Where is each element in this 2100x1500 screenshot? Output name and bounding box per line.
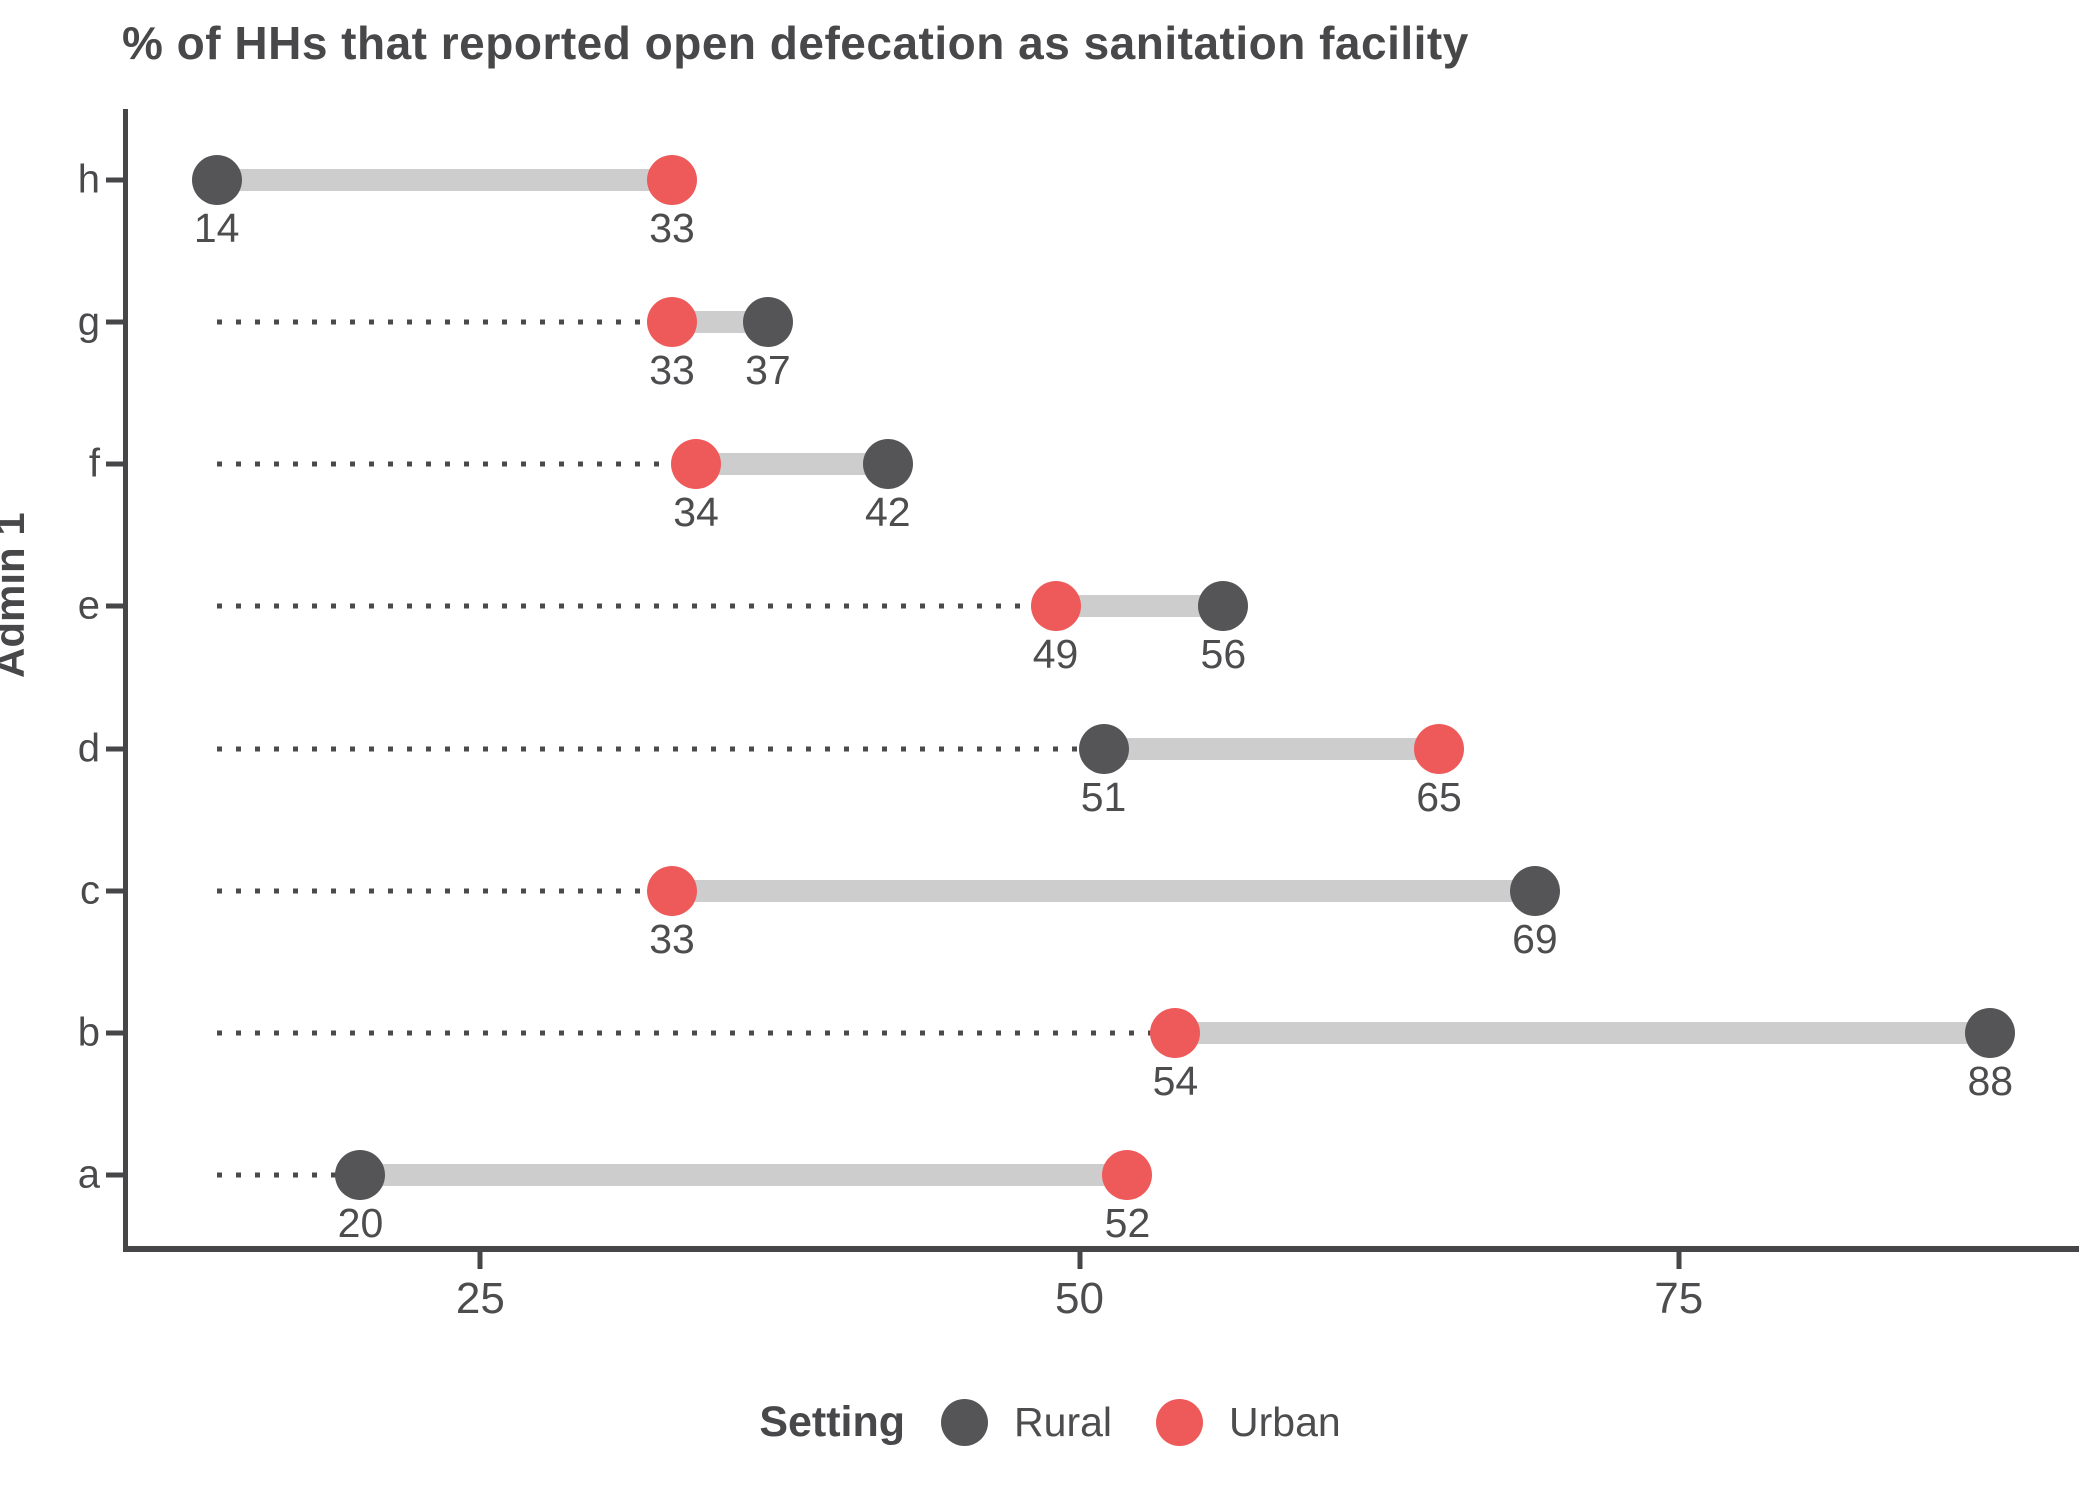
urban-value-label: 33 [649,205,695,252]
urban-value-label: 34 [673,489,719,536]
urban-value-label: 52 [1104,1199,1151,1246]
y-category-label-e: e [77,583,100,628]
row-b: 88 54 [128,962,2079,1104]
urban-point [647,155,698,206]
rural-value-label: 51 [1080,773,1127,820]
legend-title: Setting [759,1398,906,1446]
y-tick-mark [106,461,123,467]
urban-value-label: 65 [1416,773,1462,820]
rural-point [191,155,242,206]
x-tick-mark [1676,1252,1682,1269]
x-tick-label: 25 [455,1274,505,1323]
row-h: 14 33 [128,109,2079,251]
row-d: 51 65 [128,678,2079,820]
connector-bar [696,453,888,476]
row-a: 20 52 [128,1104,2079,1246]
urban-point [647,865,698,916]
rural-value-label: 37 [745,347,791,394]
rural-legend-dot [941,1399,989,1446]
y-tick-mark [106,177,123,183]
connector-bar [360,1163,1128,1186]
leader-line [216,461,697,467]
y-category-label-b: b [77,1010,100,1055]
y-tick-mark [106,746,123,752]
urban-point [1102,1149,1153,1200]
leader-line [216,319,673,325]
y-tick-mark [106,319,123,325]
row-c: 69 33 [128,820,2079,962]
rural-point [335,1149,386,1200]
rural-value-label: 69 [1512,915,1558,962]
connector-bar [1055,595,1224,618]
rural-value-label: 88 [1967,1057,2014,1104]
rural-point [1965,1007,2016,1058]
connector-bar [1175,1021,1991,1044]
leader-line [216,746,1104,752]
urban-point [1150,1007,1201,1058]
y-tick-mark [106,1030,123,1036]
rural-point [742,297,793,348]
rural-point [862,439,913,490]
legend-items: Rural Urban [941,1399,1341,1446]
x-tick-label: 50 [1055,1274,1105,1323]
rural-value-label: 20 [337,1199,384,1246]
rural-point [1198,581,1249,632]
chart-title: % of HHs that reported open defecation a… [122,17,1469,69]
y-tick-mark [106,888,123,894]
y-category-label-c: c [80,868,100,913]
legend-item-rural: Rural [941,1399,1112,1446]
urban-value-label: 49 [1032,631,1079,678]
legend-label: Urban [1229,1399,1341,1445]
y-category-label-g: g [77,299,100,344]
urban-value-label: 54 [1152,1057,1199,1104]
row-e: 56 49 [128,535,2079,677]
leader-line [216,1030,1176,1036]
legend-item-urban: Urban [1156,1399,1341,1446]
urban-point [671,439,722,490]
y-category-label-h: h [77,157,100,202]
connector-bar [216,169,673,192]
rural-value-label: 42 [864,489,911,536]
x-tick-mark [477,1252,483,1269]
urban-point [1414,723,1465,774]
urban-point [1030,581,1081,632]
y-tick-mark [106,603,123,609]
y-tick-mark [106,1172,123,1178]
leader-line [216,1172,361,1178]
legend-label: Rural [1014,1399,1113,1445]
y-category-label-f: f [88,441,100,486]
rural-value-label: 14 [193,205,240,252]
x-tick-label: 75 [1654,1274,1704,1323]
urban-value-label: 33 [649,915,695,962]
row-g: 37 33 [128,251,2079,393]
urban-legend-dot [1156,1399,1204,1446]
row-f: 42 34 [128,393,2079,535]
y-category-label-a: a [77,1152,100,1197]
y-category-label-d: d [77,726,100,771]
leader-line [216,603,1056,609]
rural-point [1509,865,1560,916]
urban-point [647,297,698,348]
connector-bar [1103,737,1440,760]
rural-value-label: 56 [1200,631,1247,678]
x-tick-mark [1077,1252,1083,1269]
legend: Setting Rural Urban [0,1398,2100,1447]
leader-line [216,888,673,894]
plot-panel: 14 33 37 33 42 34 56 49 51 65 69 33 88 54 20 52 [123,109,2079,1252]
connector-bar [672,879,1535,902]
urban-value-label: 33 [649,347,695,394]
rural-point [1078,723,1129,774]
